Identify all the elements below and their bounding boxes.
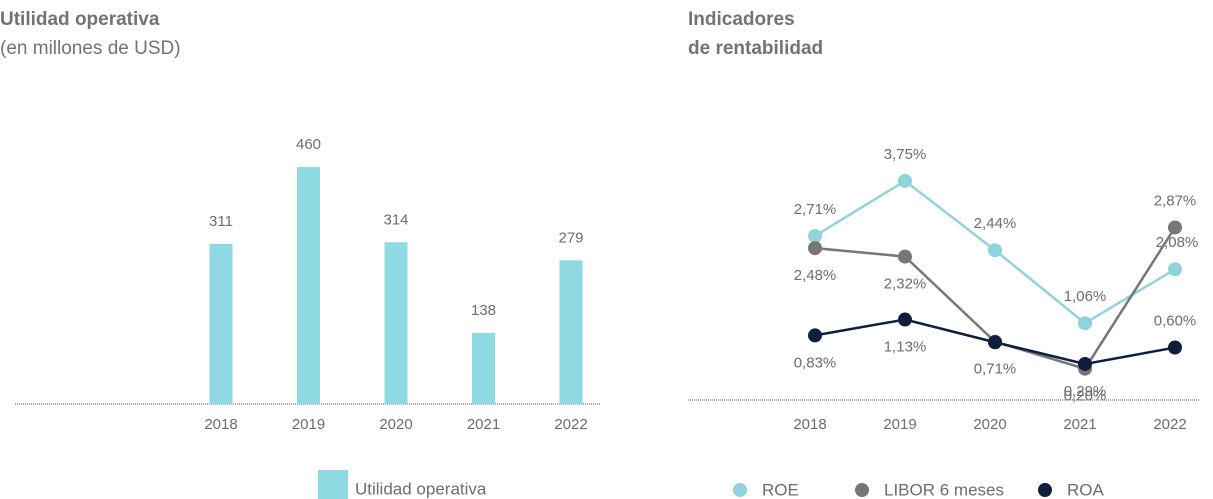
chart-title: Indicadores [688, 9, 795, 30]
data-label: 0,60% [1154, 313, 1197, 330]
point [1078, 356, 1092, 371]
data-label: 2,48% [794, 267, 837, 284]
x-tick-label: 2020 [379, 416, 412, 433]
data-label: 3,75% [884, 146, 927, 163]
x-tick-label: 2019 [292, 416, 325, 433]
point [898, 249, 912, 264]
data-label: 0,83% [794, 354, 837, 371]
x-tick-label: 2021 [1063, 416, 1096, 433]
point [808, 228, 822, 243]
x-tick-label: 2021 [467, 416, 500, 433]
point [1168, 262, 1182, 277]
chart-title: Utilidad operativa [0, 9, 160, 30]
legend-marker [1038, 483, 1052, 497]
data-label: 2,32% [884, 276, 927, 293]
data-label: 0,20% [1064, 388, 1107, 405]
data-label: 2,71% [794, 201, 837, 218]
bar [297, 167, 320, 404]
data-label: 1,13% [884, 338, 927, 355]
legend-label: LIBOR 6 meses [884, 480, 1004, 499]
data-label: 0,71% [974, 361, 1017, 378]
point [1168, 340, 1182, 355]
point [808, 328, 822, 343]
data-label: 0,29% [1064, 383, 1107, 400]
bar [384, 242, 408, 404]
data-label: 460 [296, 136, 321, 153]
data-label: 311 [209, 213, 233, 230]
legend-label: ROA [1067, 480, 1105, 499]
point [988, 335, 1002, 350]
legend-marker [733, 483, 747, 497]
legend-label: ROE [762, 480, 799, 499]
bar [472, 332, 495, 404]
bar [559, 260, 583, 404]
data-label: 2,08% [1156, 234, 1199, 251]
point [898, 173, 912, 188]
x-tick-label: 2018 [793, 416, 826, 433]
data-label: 138 [471, 302, 496, 319]
legend-label: Utilidad operativa [355, 479, 487, 498]
legend-marker [855, 483, 869, 497]
data-label: 2,87% [1154, 192, 1197, 209]
data-label: 314 [383, 211, 408, 228]
x-tick-label: 2018 [204, 416, 237, 433]
x-tick-label: 2019 [883, 416, 916, 433]
x-tick-label: 2020 [973, 416, 1006, 433]
data-label: 1,06% [1064, 288, 1107, 305]
chart-subtitle: (en millones de USD) [0, 38, 181, 59]
x-tick-label: 2022 [1153, 416, 1186, 433]
data-label: 279 [558, 229, 583, 246]
data-label: 2,44% [974, 215, 1017, 232]
point [808, 241, 822, 256]
x-tick-label: 2022 [554, 416, 587, 433]
point [898, 312, 912, 327]
point [988, 243, 1002, 258]
legend-swatch [318, 470, 348, 499]
bar [209, 243, 233, 404]
point [1168, 220, 1182, 235]
chart-title: de rentabilidad [688, 38, 823, 59]
point [1078, 316, 1092, 331]
